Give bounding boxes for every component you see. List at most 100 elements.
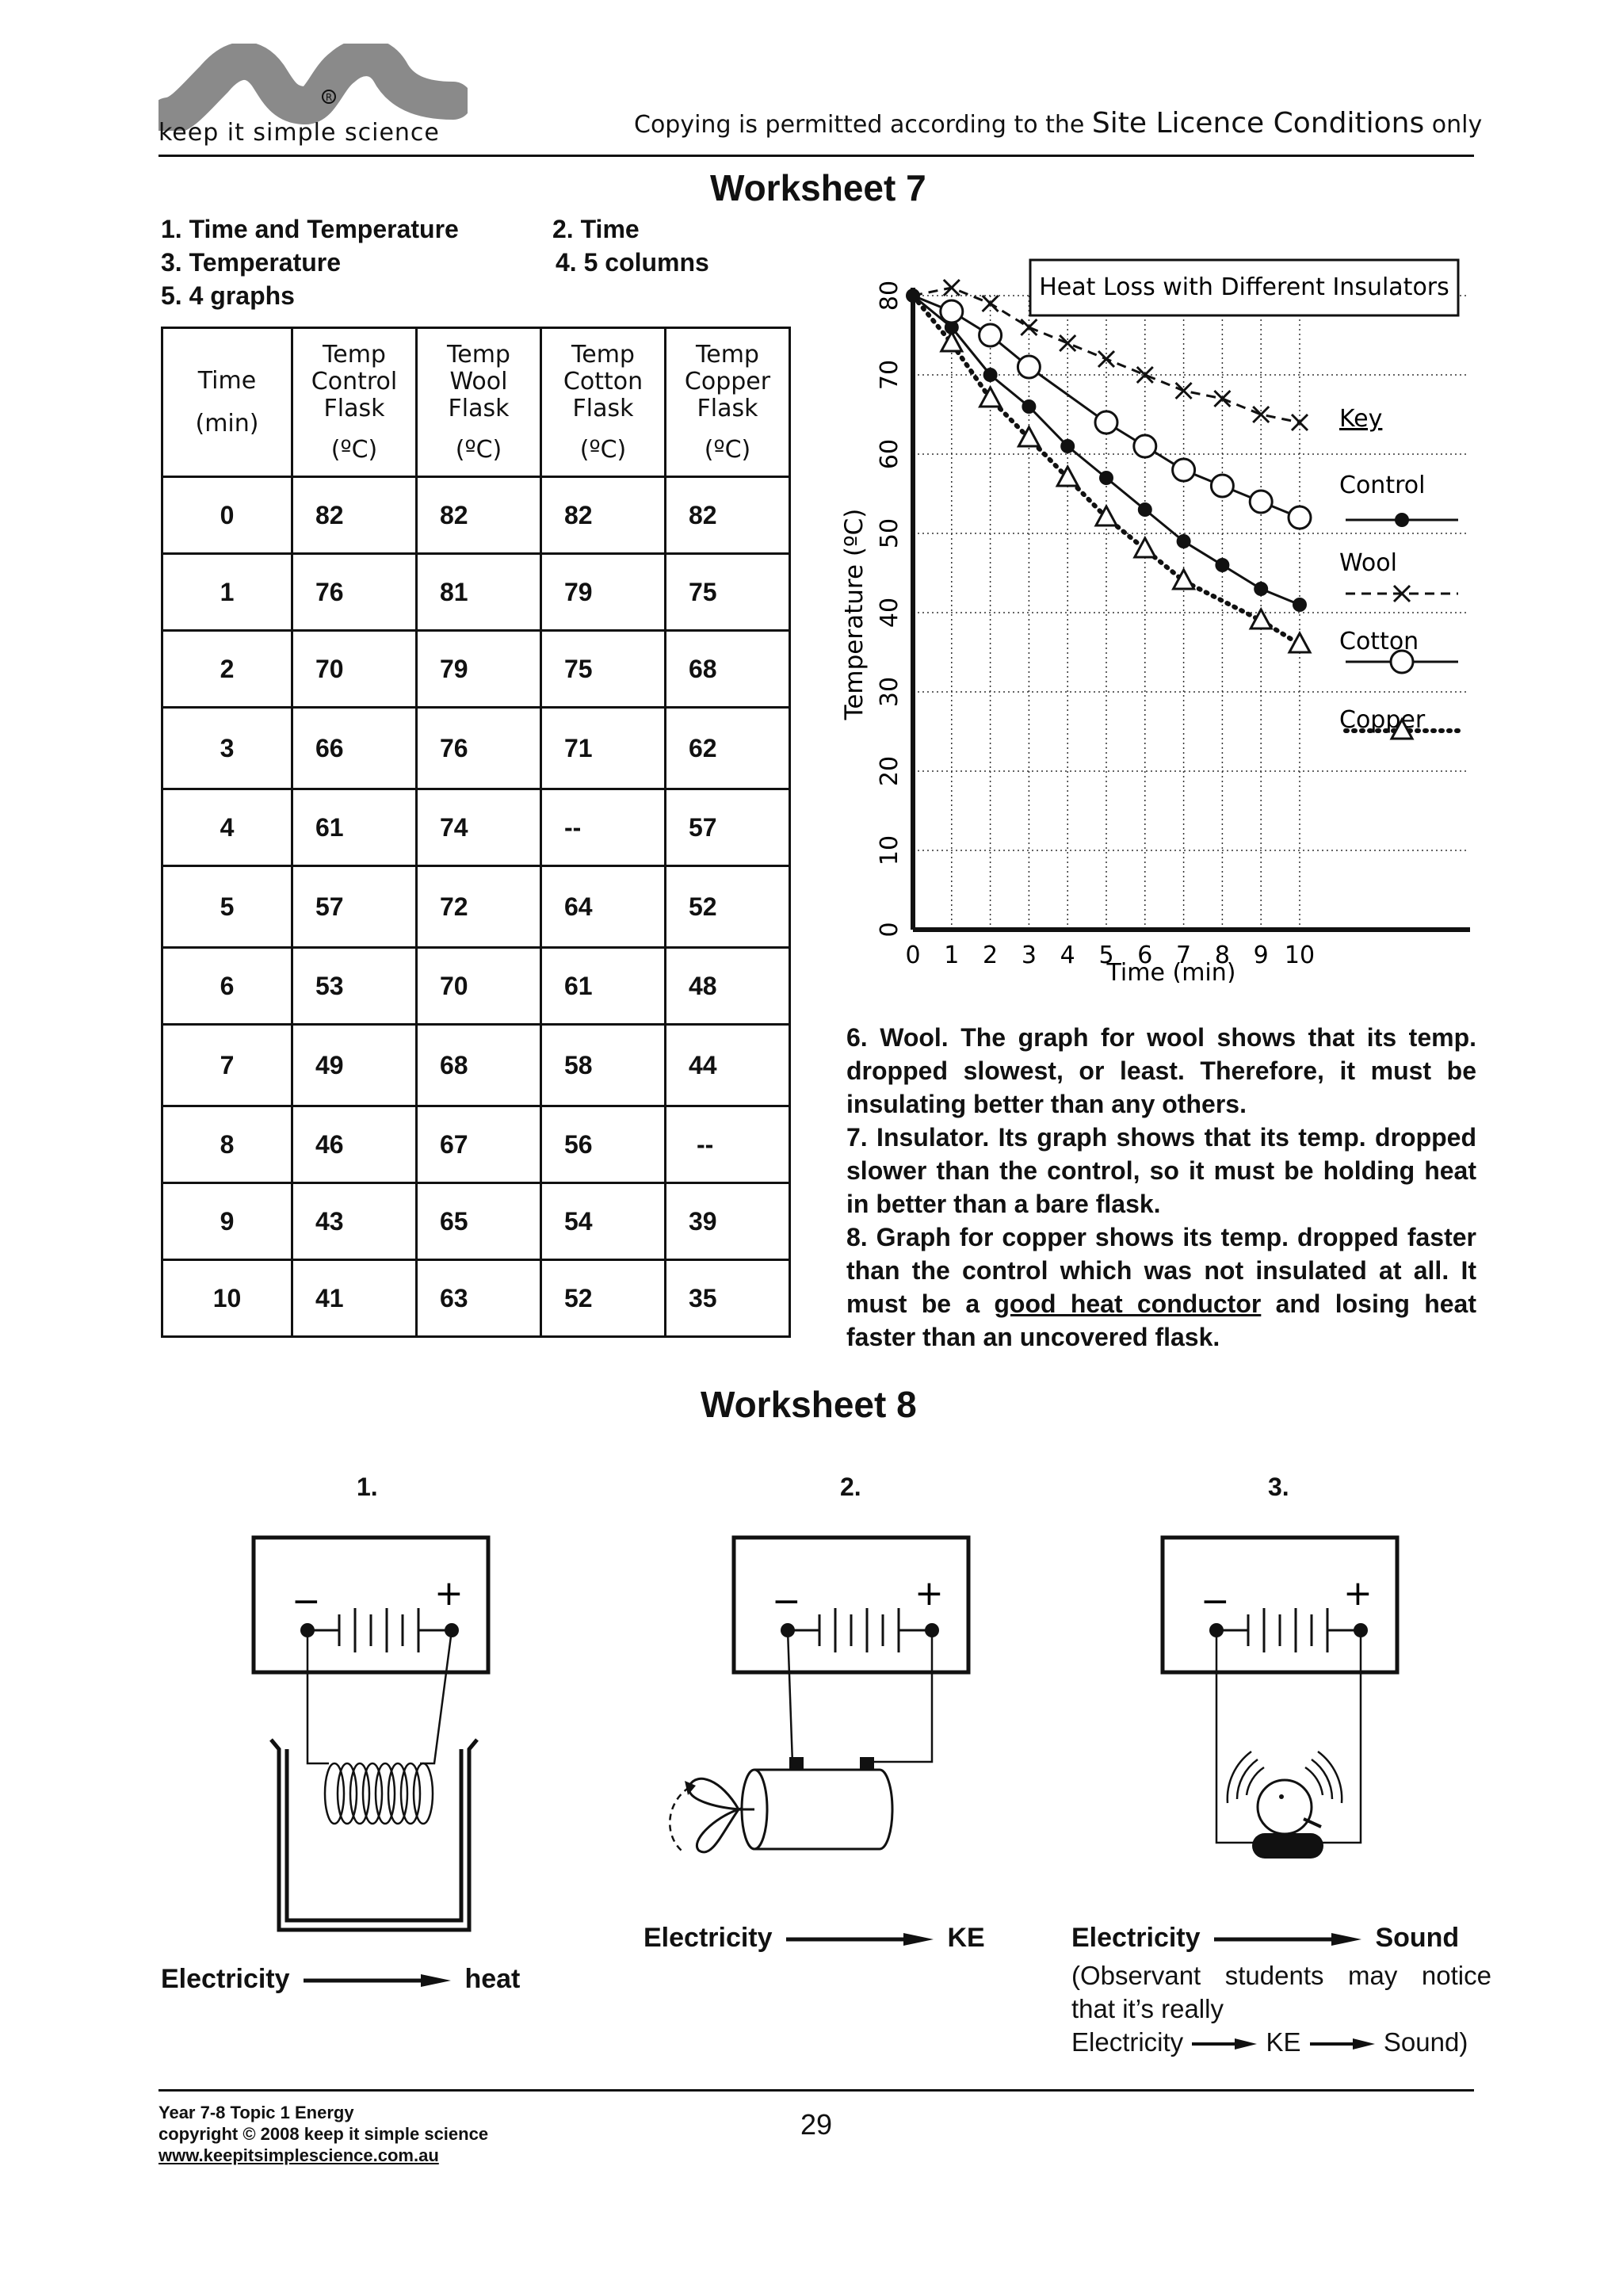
- series-line-copper: [911, 293, 1302, 647]
- legend-label-wool: Wool: [1339, 549, 1397, 577]
- point-wool: [1290, 413, 1309, 432]
- caption-1: Electricity heat: [161, 1964, 521, 1994]
- header-wool: Temp Wool Flask (ºC): [415, 327, 542, 478]
- point-control: [1395, 513, 1409, 527]
- point-cotton: [1248, 489, 1274, 514]
- x-tick-label: 8: [1215, 942, 1230, 969]
- y-tick-label: 50: [876, 518, 903, 548]
- svg-text:+: +: [915, 1573, 944, 1614]
- y-tick-label: 30: [876, 677, 903, 707]
- diagram-bell: − +: [1160, 1535, 1400, 1859]
- diagram-3-number: 3.: [1268, 1473, 1289, 1501]
- x-tick-label: 6: [1137, 942, 1152, 969]
- y-tick-label: 0: [876, 922, 903, 937]
- caption-2: Electricity KE: [643, 1923, 985, 1953]
- table-row: 3 66 76 71 62: [161, 706, 791, 790]
- motor-body: [740, 1757, 894, 1851]
- table-row: 0 82 82 82 82: [161, 476, 791, 555]
- y-tick-label: 70: [876, 360, 903, 390]
- battery-box-3: − +: [1160, 1535, 1400, 1675]
- point-copper: [1016, 424, 1041, 448]
- point-wool: [1252, 405, 1270, 424]
- point-copper: [1287, 630, 1312, 654]
- svg-text:−: −: [772, 1581, 801, 1622]
- point-cotton: [1094, 410, 1119, 435]
- table-row: 1 76 81 79 75: [161, 552, 791, 632]
- arrow-icon: [785, 1933, 934, 1946]
- point-cotton: [1287, 505, 1312, 530]
- x-tick-label: 4: [1060, 942, 1075, 969]
- table-row: 5 57 72 64 52: [161, 865, 791, 949]
- point-copper: [978, 384, 1003, 408]
- heating-coil: [323, 1762, 434, 1825]
- point-control: [1254, 582, 1269, 596]
- chart-title-box: [1029, 258, 1460, 317]
- legend-title: Key: [1339, 405, 1382, 433]
- diagram-motor: − +: [669, 1535, 971, 1854]
- x-tick-label: 0: [905, 942, 920, 969]
- diagram-1-number: 1.: [357, 1473, 378, 1501]
- point-control: [1060, 439, 1075, 453]
- point-cotton: [978, 323, 1003, 348]
- footer-website-link[interactable]: www.keepitsimplescience.com.au: [158, 2145, 439, 2165]
- answer-6: 6. Wool. The graph for wool shows that i…: [846, 1023, 1476, 1118]
- y-tick-label: 80: [876, 281, 903, 311]
- bell-icon: [1226, 1750, 1343, 1859]
- point-copper: [1248, 606, 1274, 630]
- point-copper: [1055, 464, 1080, 487]
- diagram-heater: − +: [251, 1535, 491, 1932]
- y-tick-label: 10: [876, 835, 903, 865]
- x-tick-label: 1: [944, 942, 959, 969]
- page-number: 29: [800, 2108, 833, 2141]
- table-row: 2 70 79 75 68: [161, 629, 791, 709]
- chart-series: [906, 278, 1312, 654]
- point-control: [1022, 399, 1037, 414]
- footer-info: Year 7-8 Topic 1 Energy copyright © 2008…: [158, 2103, 489, 2165]
- point-cotton: [1132, 434, 1158, 459]
- worksheet-8-title: Worksheet 8: [701, 1384, 917, 1425]
- x-tick-label: 9: [1254, 942, 1269, 969]
- point-wool: [981, 294, 999, 313]
- answer-5: 5. 4 graphs: [161, 281, 295, 310]
- results-table: Time (min) Temp Control Flask (ºC) Temp Wool F…: [161, 327, 791, 1338]
- point-control: [983, 368, 998, 382]
- point-control: [944, 320, 959, 334]
- point-control: [1176, 534, 1191, 548]
- answer-2: 2. Time: [552, 215, 640, 243]
- point-control: [906, 288, 920, 303]
- header-time: Time (min): [161, 327, 293, 478]
- diagram-2-number: 2.: [840, 1473, 861, 1501]
- point-cotton: [1016, 354, 1041, 380]
- answer-7: 7. Insulator. Its graph shows that its t…: [846, 1123, 1476, 1218]
- logo-text: keep it simple science: [158, 119, 440, 147]
- header-cotton: Temp Cotton Flask (ºC): [540, 327, 666, 478]
- x-tick-label: 10: [1285, 942, 1315, 969]
- series-line-cotton: [912, 294, 1300, 519]
- answer-8: 8. Graph for copper shows its temp. drop…: [846, 1223, 1477, 1351]
- battery-box-2: − +: [731, 1535, 971, 1675]
- observant-note: (Observant students may notice that it’s…: [1071, 1961, 1491, 2057]
- table-row: 10 41 63 52 35: [161, 1259, 791, 1338]
- legend-label-control: Control: [1339, 472, 1425, 499]
- table-row: 6 53 70 61 48: [161, 946, 791, 1026]
- header-rule: [158, 155, 1474, 157]
- caption-3: Electricity Sound: [1071, 1923, 1460, 1953]
- answer-3: 3. Temperature: [161, 248, 342, 277]
- explanation-text: 6. Wool. The graph for wool shows that i…: [846, 1021, 1476, 1354]
- table-row: 8 46 67 56 --: [161, 1105, 791, 1184]
- x-tick-label: 2: [983, 942, 998, 969]
- point-copper: [1389, 716, 1415, 740]
- copying-notice: Copying is permitted according to the Si…: [634, 107, 1483, 139]
- logo-wave: [158, 44, 468, 131]
- point-wool: [1020, 318, 1038, 337]
- table-header-row: Time (min) Temp Control Flask (ºC) Temp Wool F…: [161, 327, 791, 478]
- point-wool: [1174, 381, 1193, 400]
- table-row: 9 43 65 54 39: [161, 1182, 791, 1261]
- header-copper: Temp Copper Flask (ºC): [664, 327, 791, 478]
- arrow-icon: [1192, 2038, 1258, 2050]
- kiss-logo: R: [158, 44, 468, 131]
- point-wool: [1059, 334, 1077, 353]
